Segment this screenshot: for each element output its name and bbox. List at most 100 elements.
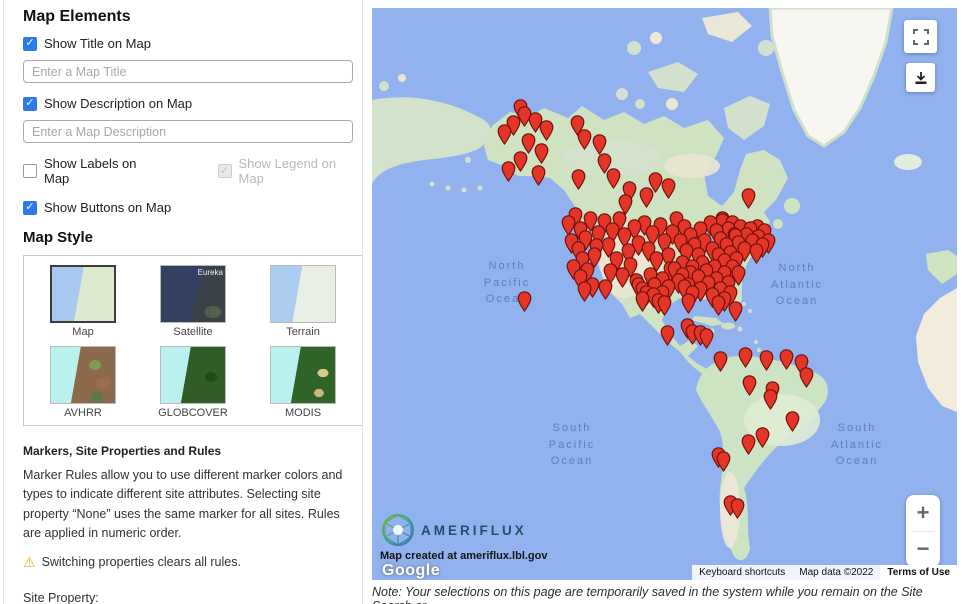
site-pin-icon[interactable] [601, 237, 616, 259]
site-pin-icon[interactable] [639, 187, 654, 209]
download-map-button[interactable] [906, 63, 935, 92]
show-title-checkbox-row[interactable]: ✓ Show Title on Map [23, 36, 362, 51]
site-pin-icon[interactable] [501, 161, 516, 183]
south-pacific-ocean-label: South Pacific Ocean [548, 422, 596, 467]
site-pin-icon[interactable] [587, 247, 602, 269]
site-pin-icon[interactable] [759, 350, 774, 372]
site-pin-icon[interactable] [742, 375, 757, 397]
zoom-in-button[interactable]: + [916, 499, 930, 525]
ameriflux-logo: AMERIFLUX [380, 512, 527, 548]
style-option-avhrr[interactable]: AVHRR [28, 346, 138, 419]
site-pin-icon[interactable] [521, 133, 536, 155]
map-data-label: Map data ©2022 [792, 565, 881, 580]
site-pin-icon[interactable] [749, 243, 764, 265]
site-pin-icon[interactable] [681, 293, 696, 315]
show-buttons-label: Show Buttons on Map [44, 200, 172, 215]
north-atlantic-ocean-label: North Atlantic Ocean [770, 262, 824, 307]
style-option-terrain[interactable]: Terrain [248, 265, 358, 338]
site-pin-icon[interactable] [583, 211, 598, 233]
site-pin-icon[interactable] [597, 153, 612, 175]
map-elements-heading: Map Elements [23, 8, 131, 25]
site-pin-icon[interactable] [779, 349, 794, 371]
google-logo[interactable]: Google [382, 562, 441, 579]
zoom-control: + − [906, 495, 940, 567]
site-pin-icon[interactable] [497, 124, 512, 146]
site-pin-icon[interactable] [513, 151, 528, 173]
site-pin-icon[interactable] [716, 451, 731, 473]
checkbox-checked-icon[interactable]: ✓ [23, 200, 37, 215]
site-pin-icon[interactable] [531, 165, 546, 187]
site-pin-icon[interactable] [763, 389, 778, 411]
site-pin-icon[interactable] [648, 172, 663, 194]
site-pin-icon[interactable] [731, 265, 746, 287]
site-pin-icon[interactable] [660, 325, 675, 347]
map-canvas[interactable]: North Pacific Ocean North Atlantic Ocean… [372, 8, 957, 580]
style-option-globcover[interactable]: GLOBCOVER [138, 346, 248, 419]
site-pin-icon[interactable] [539, 120, 554, 142]
marker-rules-description: Marker Rules allow you to use different … [23, 468, 343, 541]
terrain-style-thumbnail[interactable] [270, 265, 336, 323]
site-pin-icon[interactable] [577, 281, 592, 303]
site-pin-icon[interactable] [713, 351, 728, 373]
south-atlantic-ocean-label: South Atlantic Ocean [830, 422, 884, 467]
checkbox-disabled-icon: ✓ [217, 164, 232, 178]
satellite-style-thumbnail[interactable]: Eureka [160, 265, 226, 323]
site-pin-icon[interactable] [738, 347, 753, 369]
site-pin-icon[interactable] [741, 188, 756, 210]
checkbox-unchecked-icon[interactable]: ✓ [23, 164, 37, 178]
site-pin-icon[interactable] [517, 106, 532, 128]
site-pin-icon[interactable] [711, 295, 726, 317]
site-pin-icon[interactable] [741, 434, 756, 456]
checkbox-checked-icon[interactable]: ✓ [23, 96, 37, 111]
site-pin-icon[interactable] [699, 328, 714, 350]
site-pin-icon[interactable] [618, 194, 633, 216]
show-title-label: Show Title on Map [44, 36, 151, 51]
show-labels-label: Show Labels on Map [44, 156, 137, 186]
style-option-map[interactable]: Map [28, 265, 138, 338]
show-description-label: Show Description on Map [44, 96, 193, 111]
map-style-thumbnail[interactable] [50, 265, 116, 323]
style-label: Terrain [286, 326, 320, 338]
north-pacific-ocean-label: North Pacific Ocean [483, 260, 531, 305]
style-option-satellite[interactable]: Eureka Satellite [138, 265, 248, 338]
show-buttons-checkbox-row[interactable]: ✓ Show Buttons on Map [23, 200, 362, 215]
site-pin-icon[interactable] [570, 115, 585, 137]
site-pin-icon[interactable] [571, 169, 586, 191]
site-pin-icon[interactable] [785, 411, 800, 433]
site-pin-icon[interactable] [799, 367, 814, 389]
markers-section-heading: Markers, Site Properties and Rules [23, 444, 222, 458]
modis-style-thumbnail[interactable] [270, 346, 336, 404]
site-pin-icon[interactable] [657, 295, 672, 317]
show-labels-checkbox-row[interactable]: ✓ Show Labels on Map [23, 156, 163, 186]
keyboard-shortcuts-link[interactable]: Keyboard shortcuts [692, 565, 793, 580]
site-pin-icon[interactable] [598, 279, 613, 301]
globcover-style-thumbnail[interactable] [160, 346, 226, 404]
site-pin-icon[interactable] [728, 301, 743, 323]
show-legend-label: Show Legend on Map [238, 156, 337, 186]
terms-of-use-link[interactable]: Terms of Use [880, 565, 957, 580]
site-pin-icon[interactable] [528, 112, 543, 134]
site-pin-icon[interactable] [730, 498, 745, 520]
show-description-checkbox-row[interactable]: ✓ Show Description on Map [23, 96, 362, 111]
site-pin-icon[interactable] [592, 134, 607, 156]
site-pin-icon[interactable] [534, 143, 549, 165]
site-pin-icon[interactable] [615, 267, 630, 289]
labels-legend-row: ✓ Show Labels on Map ✓ Show Legend on Ma… [23, 149, 362, 193]
zoom-out-button[interactable]: − [916, 536, 930, 562]
site-pin-icon[interactable] [577, 129, 592, 151]
checkbox-checked-icon[interactable]: ✓ [23, 36, 37, 51]
map-style-heading: Map Style [23, 229, 94, 246]
style-label: GLOBCOVER [158, 407, 228, 419]
download-icon [915, 71, 926, 84]
fullscreen-button[interactable] [904, 20, 937, 53]
map-title-input[interactable] [23, 60, 353, 83]
site-pin-icon[interactable] [606, 168, 621, 190]
style-option-modis[interactable]: MODIS [248, 346, 358, 419]
style-label: Satellite [173, 326, 213, 338]
map-description-input[interactable] [23, 120, 353, 143]
avhrr-style-thumbnail[interactable] [50, 346, 116, 404]
site-pin-icon[interactable] [661, 178, 676, 200]
site-pin-icon[interactable] [755, 427, 770, 449]
site-pin-icon[interactable] [635, 291, 650, 313]
site-pin-icon[interactable] [517, 291, 532, 313]
